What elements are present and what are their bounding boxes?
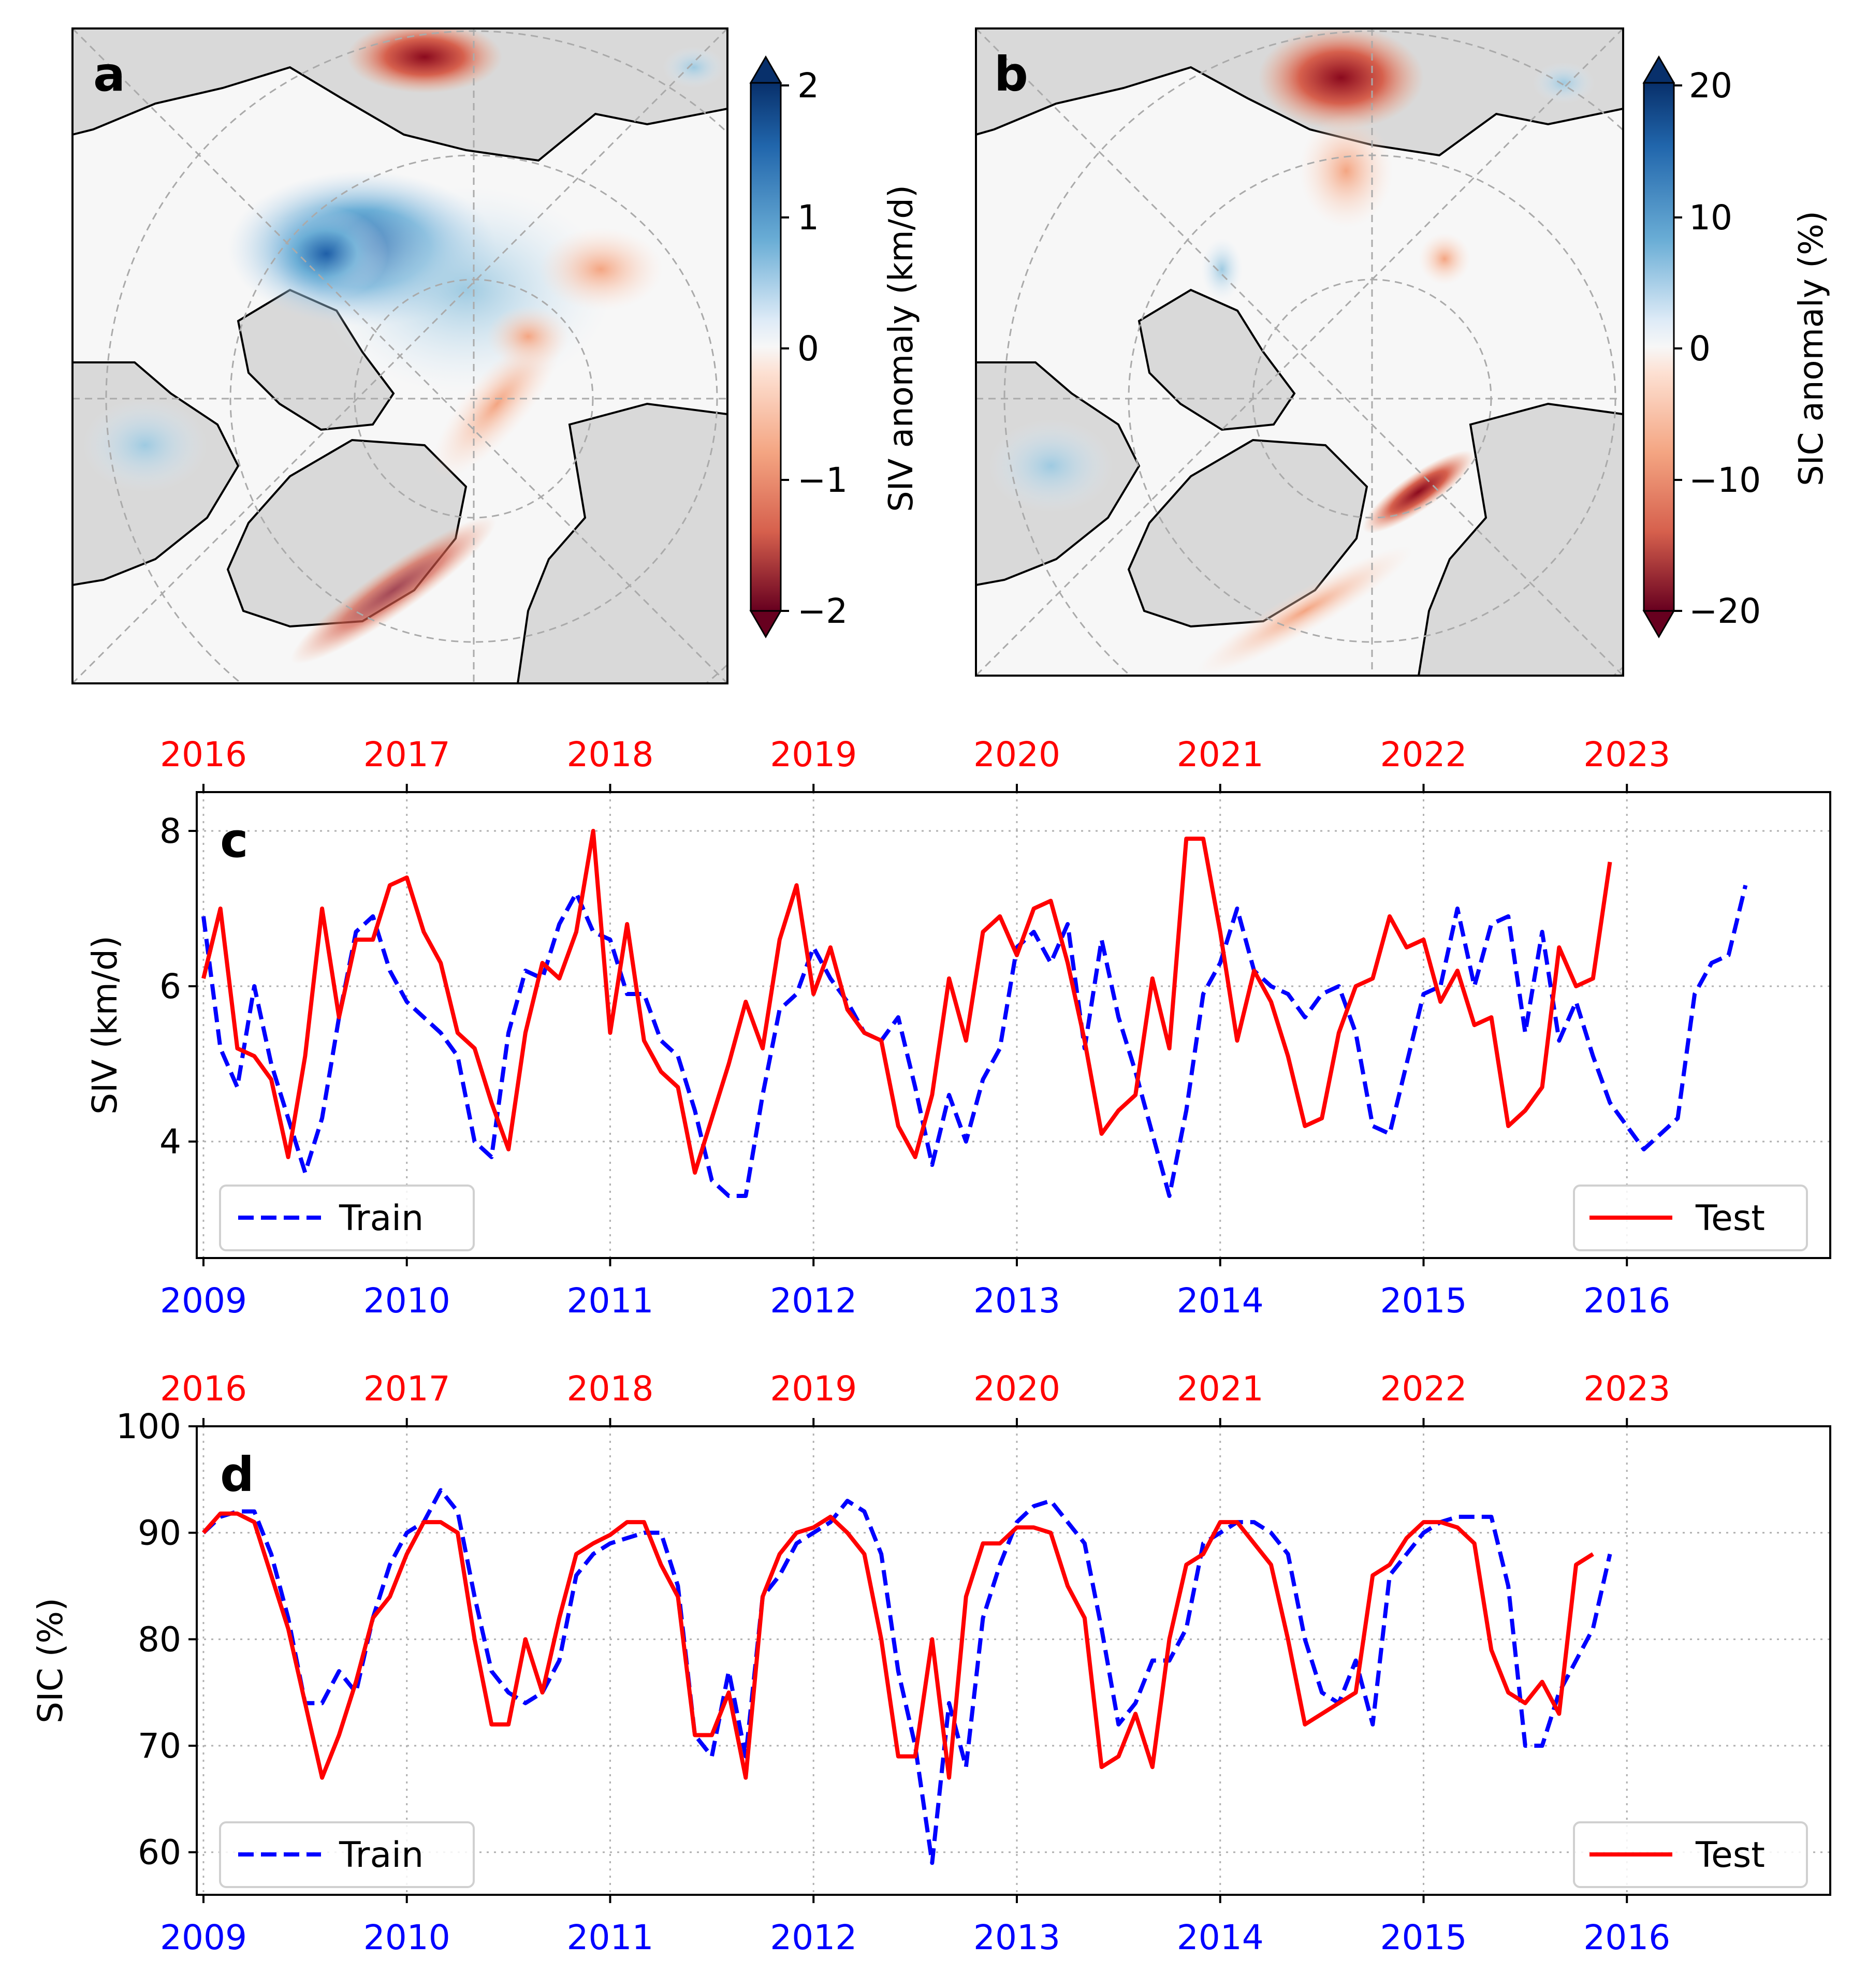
legend-label-test: Test — [1695, 1198, 1765, 1239]
test-year-label: 2019 — [770, 735, 857, 774]
train-year-label: 2016 — [1583, 1281, 1670, 1321]
y-tick-label: 60 — [138, 1833, 181, 1873]
colorbar-b-tick-2: 0 — [1689, 329, 1711, 369]
train-year-label: 2009 — [160, 1281, 247, 1321]
y-tick-label: 4 — [159, 1122, 181, 1162]
test-year-label: 2023 — [1583, 1369, 1670, 1409]
legend-label-test: Test — [1695, 1835, 1765, 1876]
map-panel-a: a — [71, 27, 728, 684]
y-tick-label: 90 — [138, 1513, 181, 1553]
colorbar-a-tick-1: 1 — [797, 198, 819, 238]
land-scandinavia-b — [1417, 402, 1623, 676]
legend-box-test — [1573, 1185, 1808, 1251]
test-year-label: 2021 — [1177, 1369, 1264, 1409]
train-year-label: 2016 — [1583, 1918, 1670, 1957]
y-tick-label: 8 — [159, 811, 181, 851]
test-year-label: 2016 — [160, 1369, 247, 1409]
panel-label: d — [220, 1447, 254, 1502]
test-year-label: 2017 — [363, 735, 450, 774]
train-year-label: 2010 — [363, 1281, 450, 1321]
test-year-label: 2018 — [566, 1369, 653, 1409]
colorbar-a: 2 1 0 −1 −2 SIV anomaly (km/d) — [749, 55, 921, 638]
colorbar-a-tick-2: 0 — [797, 329, 819, 369]
series-line-train — [202, 1488, 1612, 1865]
colorbar-b: 20 10 0 −10 −20 SIC anomaly (%) — [1642, 55, 1831, 638]
plot-frame — [196, 1425, 1831, 1896]
legend-box-train — [219, 1821, 475, 1888]
colorbar-a-label: SIV anomaly (km/d) — [882, 185, 921, 512]
legend-label-train: Train — [339, 1835, 424, 1876]
train-year-label: 2014 — [1177, 1918, 1264, 1957]
colorbar-b-tick-1: 10 — [1689, 198, 1732, 238]
train-year-label: 2014 — [1177, 1281, 1264, 1321]
test-year-label: 2018 — [566, 735, 653, 774]
y-tick-label: 80 — [138, 1619, 181, 1659]
colorbar-a-tick-3: −1 — [797, 460, 848, 500]
colorbar-b-tick-4: −20 — [1689, 591, 1761, 631]
y-tick-label: 70 — [138, 1726, 181, 1766]
test-year-label: 2016 — [160, 735, 247, 774]
colorbar-b-tick-3: −10 — [1689, 460, 1761, 500]
panel-label-b: b — [994, 47, 1028, 102]
colorbar-a-tick-0: 2 — [797, 66, 819, 106]
y-tick-label: 6 — [159, 967, 181, 1006]
land-scandinavia-a — [516, 402, 727, 683]
train-year-label: 2011 — [566, 1281, 653, 1321]
series-line-test — [201, 1511, 1594, 1780]
train-year-label: 2013 — [973, 1918, 1060, 1957]
siv-line-chart: 4 6 8 2009 2010 2011 2012 2013 2014 2015 2016 2016 2… — [85, 735, 1831, 1321]
train-year-label: 2012 — [770, 1281, 857, 1321]
test-year-label: 2022 — [1380, 735, 1467, 774]
plot-frame — [196, 791, 1831, 1259]
panel-label: c — [220, 813, 249, 868]
train-year-label: 2015 — [1380, 1281, 1467, 1321]
series-line-test — [201, 829, 1612, 1175]
legend-box-train — [219, 1185, 475, 1251]
y-axis-label: SIV (km/d) — [85, 935, 125, 1115]
test-year-label: 2020 — [973, 735, 1060, 774]
colorbar-a-tick-4: −2 — [797, 591, 848, 631]
y-axis-label: SIC (%) — [31, 1598, 70, 1723]
train-year-label: 2012 — [770, 1918, 857, 1957]
train-year-label: 2010 — [363, 1918, 450, 1957]
train-year-label: 2015 — [1380, 1918, 1467, 1957]
sic-line-chart: 60 70 80 90 100 2009 2010 2011 2012 2013 2014 2015 2… — [31, 1369, 1831, 1957]
y-tick-label: 100 — [116, 1407, 181, 1446]
map-panel-b: b — [975, 27, 1624, 677]
test-year-label: 2020 — [973, 1369, 1060, 1409]
train-year-label: 2011 — [566, 1918, 653, 1957]
test-year-label: 2022 — [1380, 1369, 1467, 1409]
test-year-label: 2021 — [1177, 735, 1264, 774]
train-year-label: 2013 — [973, 1281, 1060, 1321]
legend-box-test — [1573, 1821, 1808, 1888]
panel-label-a: a — [93, 47, 125, 102]
test-year-label: 2023 — [1583, 735, 1670, 774]
legend-label-train: Train — [339, 1198, 424, 1239]
series-line-train — [201, 885, 1748, 1198]
test-year-label: 2019 — [770, 1369, 857, 1409]
colorbar-b-label: SIC anomaly (%) — [1792, 211, 1831, 486]
test-year-label: 2017 — [363, 1369, 450, 1409]
colorbar-b-tick-0: 20 — [1689, 66, 1732, 106]
land-eurasia-a — [72, 28, 727, 162]
train-year-label: 2009 — [160, 1918, 247, 1957]
land-archipelago-b — [1137, 288, 1296, 431]
